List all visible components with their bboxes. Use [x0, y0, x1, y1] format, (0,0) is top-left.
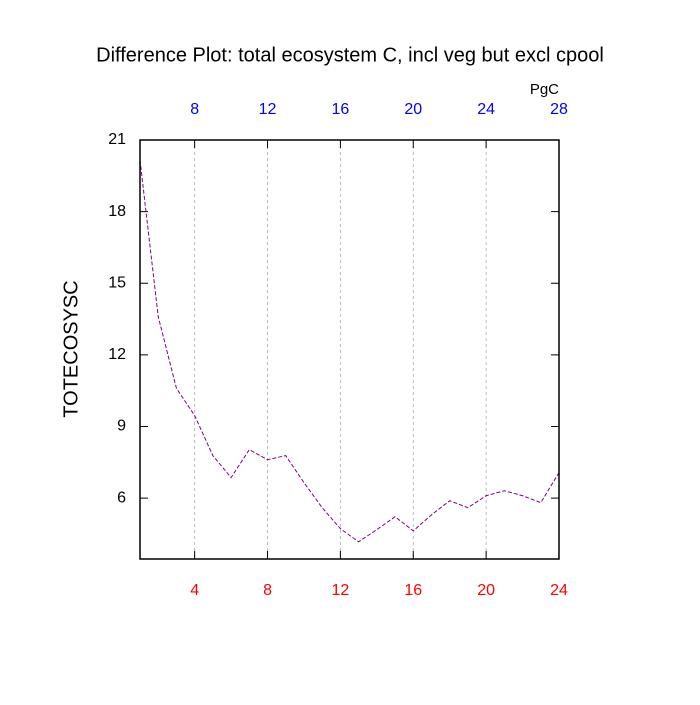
data-line: [139, 159, 560, 543]
y-tick-label: 6: [117, 489, 126, 506]
units-label: PgC: [530, 81, 559, 98]
y-tick-label: 12: [108, 346, 126, 363]
x2-tick-label: 12: [259, 101, 277, 118]
x2-tick-label: 8: [190, 101, 199, 118]
x-tick-label: 16: [404, 582, 422, 599]
x2-tick-label: 20: [404, 101, 422, 118]
x-tick-label: 24: [550, 582, 568, 599]
x2-tick-label: 16: [331, 101, 349, 118]
x-tick-label: 8: [263, 582, 272, 599]
plot-frame: [139, 139, 560, 560]
y-tick-label: 21: [108, 131, 126, 148]
x2-tick-label: 28: [550, 101, 568, 118]
x2-tick-label: 24: [477, 101, 495, 118]
y-axis-label: TOTECOSYSC: [60, 280, 82, 417]
x-tick-label: 4: [190, 582, 199, 599]
y-tick-label: 9: [117, 418, 126, 435]
y-tick-label: 15: [108, 274, 126, 291]
chart-title: Difference Plot: total ecosystem C, incl…: [96, 44, 604, 66]
x-tick-label: 12: [331, 582, 349, 599]
x-tick-label: 20: [477, 582, 495, 599]
y-tick-label: 18: [108, 203, 126, 220]
